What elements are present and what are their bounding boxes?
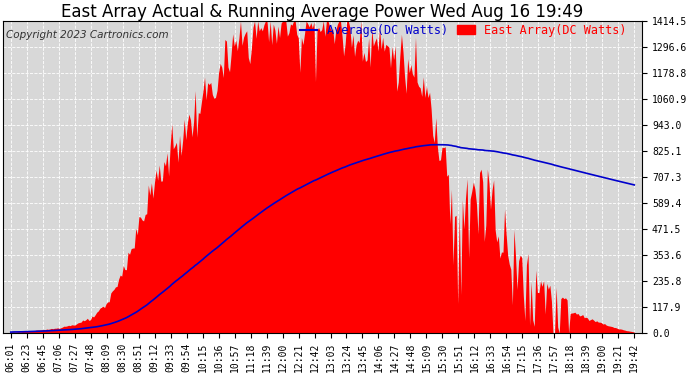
Text: Copyright 2023 Cartronics.com: Copyright 2023 Cartronics.com <box>6 30 168 40</box>
Legend: Average(DC Watts), East Array(DC Watts): Average(DC Watts), East Array(DC Watts) <box>299 24 627 37</box>
Title: East Array Actual & Running Average Power Wed Aug 16 19:49: East Array Actual & Running Average Powe… <box>61 3 584 21</box>
